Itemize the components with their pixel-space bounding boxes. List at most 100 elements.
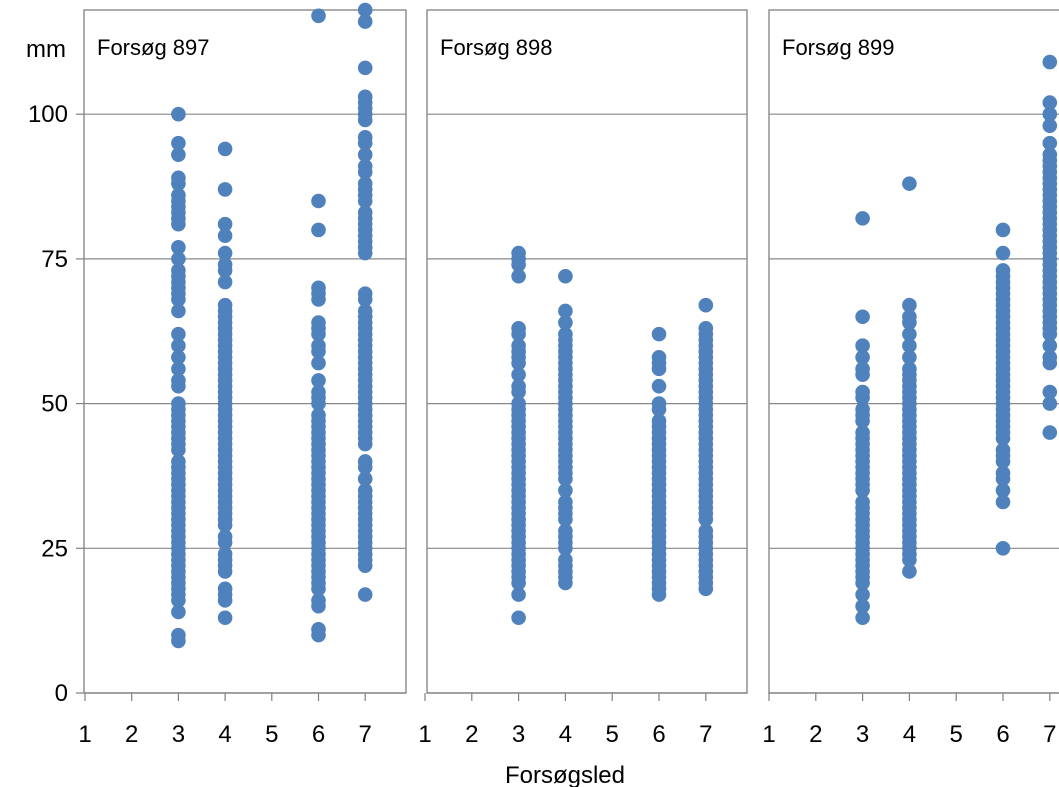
data-point [855,494,870,510]
data-point [995,465,1011,481]
data-point [357,147,373,163]
data-point [311,222,326,238]
y-axis-unit-label: mm [26,36,66,63]
data-point [171,135,186,151]
data-point [1042,425,1058,440]
data-point [511,610,526,626]
data-point [357,89,373,105]
data-point [171,170,186,186]
data-point [171,604,186,620]
data-point [995,540,1011,556]
data-point [357,205,373,220]
data-point [995,222,1011,238]
data-point [651,378,667,394]
data-point [217,245,233,261]
data-point [171,361,186,377]
data-point [1042,396,1058,411]
data-point [357,286,373,301]
data-point [171,263,186,278]
data-point [311,384,326,400]
data-point [1042,106,1058,122]
data-point [217,141,233,157]
panel-title: Forsøg 897 [97,35,210,60]
data-point [855,598,870,614]
data-point [171,349,186,365]
data-point [995,245,1011,261]
data-point [995,263,1011,278]
data-point [217,216,233,232]
data-point [902,309,917,325]
x-tick-label: 3 [856,721,869,748]
x-tick-label: 2 [125,721,138,748]
data-point [558,494,573,510]
data-point [357,60,373,76]
data-point [855,309,870,325]
data-point [171,373,186,388]
data-point [651,326,667,342]
data-point [558,268,573,284]
data-point [171,396,186,411]
data-point [217,610,233,626]
x-tick-label: 1 [418,721,431,748]
x-tick-label: 2 [465,721,478,748]
data-point [1042,147,1058,163]
x-tick-label: 5 [265,721,278,748]
data-point [651,349,667,365]
x-tick-label: 6 [312,721,325,748]
data-point [558,315,573,330]
data-point [311,338,326,354]
data-point [651,413,667,429]
x-tick-label: 4 [559,721,572,748]
data-point [171,106,186,122]
data-point [995,494,1011,510]
panel-3: 1 2 3 4 5 6 7 Forsøg 899 [762,9,1059,748]
data-point [171,147,186,163]
data-point [357,483,373,498]
y-tick-label: 25 [41,535,68,562]
panel-1: 1 2 3 4 5 6 7 Forsøg 897 [78,2,407,748]
data-point [1042,135,1058,151]
data-point [1042,349,1058,365]
data-point [902,349,917,365]
x-tick-label: 5 [950,721,963,748]
data-point [855,361,870,377]
data-point [171,338,186,354]
data-point [902,361,917,377]
x-tick-label: 2 [809,721,822,748]
data-point [1042,384,1058,400]
data-point [217,182,233,197]
panel-frame [768,9,1059,694]
data-point [558,552,573,568]
data-point [357,303,373,319]
points-group [511,245,714,626]
data-point [217,274,233,290]
points-group [855,54,1058,626]
y-tick-label: 100 [28,101,68,128]
data-point [357,158,373,174]
data-point [217,257,233,272]
y-tick-label: 0 [55,680,68,707]
data-point [651,396,667,411]
data-point [558,326,573,342]
data-point [995,442,1011,458]
data-point [171,251,186,267]
data-point [855,587,870,602]
data-point [357,454,373,469]
data-point [311,8,326,24]
data-point [511,396,526,411]
data-point [217,546,233,562]
data-point [558,523,573,539]
data-point [217,297,233,313]
x-tick-label: 3 [512,721,525,748]
data-point [311,373,326,388]
data-point [171,187,186,203]
data-point [511,587,526,602]
panel-frame [83,9,407,694]
data-point [902,176,917,191]
panel-2: 1 2 3 4 5 6 7 Forsøg 898 [418,9,748,748]
data-point [698,523,714,539]
x-axis-label: Forsøgsled [505,762,625,787]
data-point [855,384,870,400]
y-tick-label: 50 [41,391,68,418]
